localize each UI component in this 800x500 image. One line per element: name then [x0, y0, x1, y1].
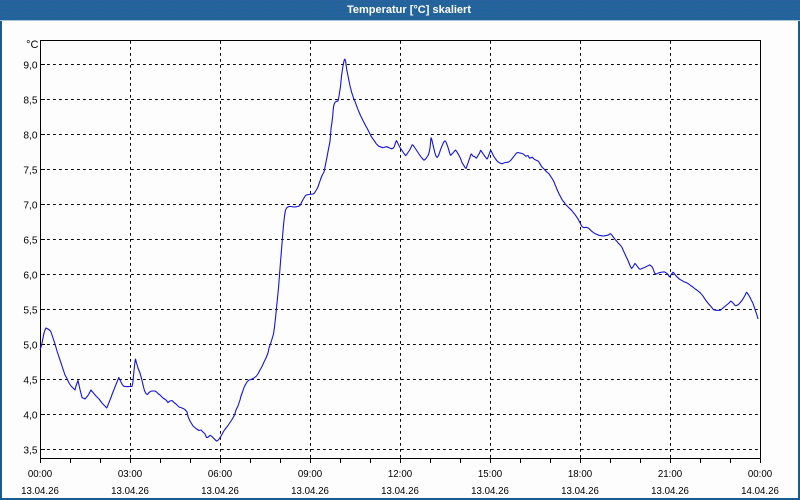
svg-text:13.04.26: 13.04.26: [381, 486, 419, 497]
svg-text:18:00: 18:00: [568, 469, 593, 480]
svg-text:8,0: 8,0: [23, 131, 37, 142]
svg-text:12:00: 12:00: [388, 469, 413, 480]
svg-text:14.04.26: 14.04.26: [741, 486, 779, 497]
svg-text:13.04.26: 13.04.26: [201, 486, 239, 497]
svg-text:13.04.26: 13.04.26: [471, 486, 509, 497]
svg-text:15:00: 15:00: [478, 469, 503, 480]
svg-text:6,0: 6,0: [23, 271, 37, 282]
svg-text:5,5: 5,5: [23, 306, 37, 317]
svg-text:06:00: 06:00: [208, 469, 233, 480]
svg-text:00:00: 00:00: [748, 469, 773, 480]
svg-text:3,5: 3,5: [23, 446, 37, 457]
svg-text:13.04.26: 13.04.26: [561, 486, 599, 497]
svg-text:09:00: 09:00: [298, 469, 323, 480]
svg-text:7,0: 7,0: [23, 201, 37, 212]
svg-text:13.04.26: 13.04.26: [21, 486, 59, 497]
svg-text:5,0: 5,0: [23, 341, 37, 352]
svg-text:6,5: 6,5: [23, 236, 37, 247]
svg-text:13.04.26: 13.04.26: [651, 486, 689, 497]
svg-text:°C: °C: [26, 39, 38, 51]
svg-text:13.04.26: 13.04.26: [291, 486, 329, 497]
svg-text:03:00: 03:00: [118, 469, 143, 480]
svg-text:9,0: 9,0: [23, 61, 37, 72]
svg-text:13.04.26: 13.04.26: [111, 486, 149, 497]
svg-text:21:00: 21:00: [658, 469, 683, 480]
svg-text:00:00: 00:00: [28, 469, 53, 480]
svg-text:4,0: 4,0: [23, 411, 37, 422]
svg-text:8,5: 8,5: [23, 96, 37, 107]
svg-text:4,5: 4,5: [23, 376, 37, 387]
svg-text:7,5: 7,5: [23, 166, 37, 177]
